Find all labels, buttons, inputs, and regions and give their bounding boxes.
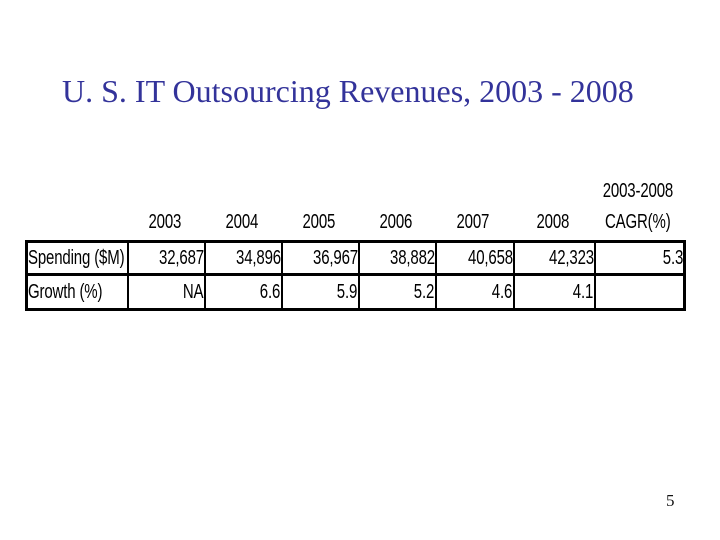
cell-value: 4.6 [492,280,513,303]
cagr-value-cell [593,273,686,311]
value-cell: NA [126,273,206,311]
value-cell: 36,967 [280,240,360,276]
table-column-headers: 2003 2004 2005 2006 2007 2008 2003-2008 … [25,174,683,238]
column-header-cagr: 2003-2008 CAGR(%) [593,176,683,238]
value-cell: 42,323 [512,240,596,276]
cell-value: 5.3 [662,246,683,269]
cagr-header-label: CAGR(%) [605,211,671,233]
data-table: Spending ($M) 32,687 34,896 36,967 38,88… [25,240,686,311]
cagr-header-range: 2003-2008 [602,180,674,202]
value-cell: 38,882 [357,240,437,276]
column-header-label: 2003 [148,211,181,233]
row-label-cell: Growth (%) [25,273,129,311]
slide-title: U. S. IT Outsourcing Revenues, 2003 - 20… [62,73,634,109]
cell-value: 40,658 [467,246,513,269]
value-cell: 5.9 [280,273,360,311]
cell-value: 36,967 [312,246,358,269]
cell-value: NA [182,280,204,303]
column-header-2004: 2004 [203,207,280,238]
cell-value: 6.6 [260,280,281,303]
column-header-2006: 2006 [357,207,434,238]
cell-value: 34,896 [235,246,281,269]
cagr-value-cell: 5.3 [593,240,686,276]
value-cell: 40,658 [434,240,515,276]
cell-value: 5.9 [337,280,358,303]
cell-value: 42,323 [548,246,594,269]
cell-value: 4.1 [573,280,594,303]
table-row-growth: Growth (%) NA 6.6 5.9 5.2 4.6 4.1 [25,273,686,311]
value-cell: 4.1 [512,273,596,311]
row-label: Growth (%) [28,280,103,303]
value-cell: 4.6 [434,273,515,311]
cell-value: 32,687 [158,246,204,269]
page-number: 5 [666,491,675,510]
value-cell: 32,687 [126,240,206,276]
column-header-label: 2006 [379,211,412,233]
value-cell: 34,896 [203,240,283,276]
column-header-label: 2005 [302,211,335,233]
revenue-table: 2003 2004 2005 2006 2007 2008 2003-2008 … [25,174,686,311]
row-label: Spending ($M) [28,246,125,269]
column-header-2008: 2008 [512,207,593,238]
column-header-2005: 2005 [280,207,357,238]
column-header-label: 2007 [456,211,490,233]
table-row-spending: Spending ($M) 32,687 34,896 36,967 38,88… [25,240,686,276]
column-header-2007: 2007 [434,207,512,238]
column-header-2003: 2003 [126,207,203,238]
value-cell: 6.6 [203,273,283,311]
cell-value: 5.2 [414,280,435,303]
value-cell: 5.2 [357,273,437,311]
column-header-label: 2008 [536,211,569,233]
column-header-label: 2004 [225,211,258,233]
row-label-cell: Spending ($M) [25,240,129,276]
cell-value: 38,882 [389,246,435,269]
